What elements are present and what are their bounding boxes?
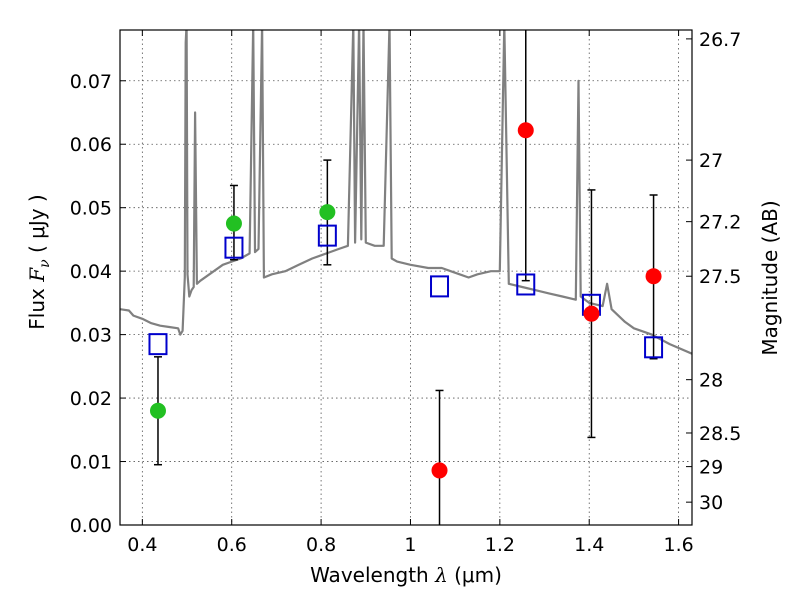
x-axis-label: Wavelength λ (μm) bbox=[310, 563, 502, 587]
axis-ticks: 0.4 0.6 0.8 1 1.2 1.4 1.6 0.00 0.01 0.02 0.03 0.04 0… bbox=[70, 29, 742, 556]
nondetection-point bbox=[645, 268, 662, 285]
detection-point bbox=[225, 215, 242, 232]
x-tick-label: 0.8 bbox=[306, 534, 336, 556]
y-tick-label: 0.00 bbox=[70, 515, 112, 537]
y-tick-label: 0.07 bbox=[70, 71, 112, 93]
nondetection-point bbox=[583, 305, 600, 322]
y2-tick-label: 26.7 bbox=[699, 29, 741, 51]
detection-point bbox=[319, 204, 336, 221]
model-flux-square bbox=[317, 224, 337, 247]
model-flux-square bbox=[224, 236, 244, 259]
y-tick-label: 0.01 bbox=[70, 452, 112, 474]
x-tick-label: 0.6 bbox=[217, 534, 247, 556]
plot-area bbox=[120, 30, 692, 525]
x-tick-label: 1 bbox=[404, 534, 416, 556]
y2-tick-label: 28.5 bbox=[699, 423, 741, 445]
model-flux-square bbox=[430, 275, 450, 298]
x-tick-label: 1.2 bbox=[485, 534, 515, 556]
nondetection-point bbox=[517, 122, 534, 139]
model-flux-square bbox=[148, 333, 168, 356]
y2-tick-label: 27 bbox=[699, 150, 723, 172]
y-tick-label: 0.06 bbox=[70, 134, 112, 156]
y-tick-label: 0.05 bbox=[70, 198, 112, 220]
y2-tick-label: 29 bbox=[699, 457, 723, 479]
plot-frame bbox=[119, 29, 693, 526]
y-tick-label: 0.03 bbox=[70, 325, 112, 347]
y2-axis-label: Magnitude (AB) bbox=[758, 200, 782, 355]
x-tick-label: 1.6 bbox=[663, 534, 693, 556]
x-tick-label: 0.4 bbox=[127, 534, 157, 556]
y2-tick-label: 30 bbox=[699, 492, 723, 514]
y-tick-label: 0.02 bbox=[70, 388, 112, 410]
y2-tick-label: 27.2 bbox=[699, 212, 741, 234]
nondetection-point bbox=[431, 462, 448, 479]
y-tick-label: 0.04 bbox=[70, 261, 112, 283]
y2-tick-label: 27.5 bbox=[699, 266, 741, 288]
model-flux-square bbox=[516, 273, 536, 296]
y2-tick-label: 28 bbox=[699, 370, 723, 392]
y-axis-label: Flux Fν ( μJy ) bbox=[25, 194, 53, 329]
x-tick-label: 1.4 bbox=[574, 534, 604, 556]
model-spectrum-line bbox=[120, 30, 692, 355]
detection-point bbox=[149, 402, 166, 419]
model-flux-square bbox=[644, 336, 664, 359]
